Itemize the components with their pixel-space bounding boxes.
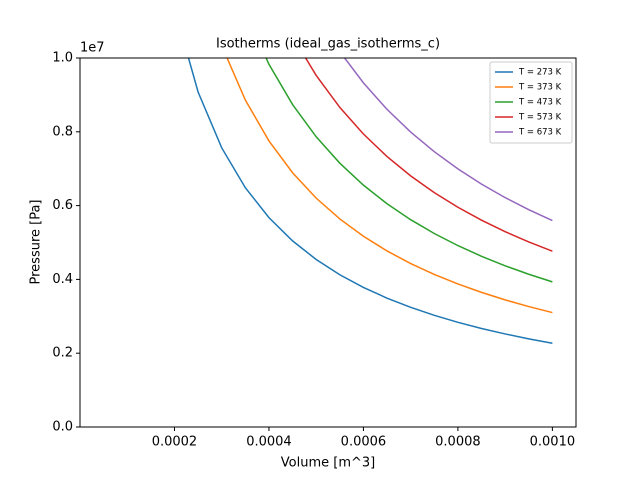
x-tick-label: 0.0004 bbox=[246, 435, 292, 450]
legend-label: T = 673 K bbox=[518, 128, 562, 138]
x-tick-label: 0.0002 bbox=[152, 435, 198, 450]
y-tick-label: 0.0 bbox=[52, 420, 73, 435]
legend-label: T = 573 K bbox=[518, 113, 562, 123]
x-axis-label: Volume [m^3] bbox=[281, 456, 375, 471]
x-tick-label: 0.0006 bbox=[341, 435, 387, 450]
chart-title: Isotherms (ideal_gas_isotherms_c) bbox=[216, 37, 440, 52]
y-axis-label: Pressure [Pa] bbox=[29, 199, 44, 284]
series-line bbox=[226, 58, 553, 314]
legend-label: T = 373 K bbox=[518, 83, 562, 93]
series-line bbox=[187, 58, 553, 344]
x-tick-label: 0.0010 bbox=[530, 435, 576, 450]
series-line bbox=[304, 58, 553, 252]
y-tick-label: 0.6 bbox=[52, 198, 73, 213]
y-tick-label: 0.2 bbox=[52, 346, 73, 361]
legend-label: T = 273 K bbox=[518, 68, 562, 78]
series-line bbox=[343, 58, 553, 222]
y-offset-label: 1e7 bbox=[80, 41, 105, 56]
series-line bbox=[265, 58, 553, 283]
legend: T = 273 K T = 373 K T = 473 K T = 573 K T = … bbox=[489, 61, 573, 144]
y-tick-label: 1.0 bbox=[52, 51, 73, 66]
plot-area bbox=[187, 58, 553, 344]
plot-frame bbox=[79, 57, 577, 428]
x-tick-label: 0.0008 bbox=[435, 435, 481, 450]
y-tick-label: 0.4 bbox=[52, 272, 73, 287]
legend-label: T = 473 K bbox=[518, 98, 562, 108]
legend-box bbox=[489, 61, 573, 144]
y-tick-label: 0.8 bbox=[52, 124, 73, 139]
